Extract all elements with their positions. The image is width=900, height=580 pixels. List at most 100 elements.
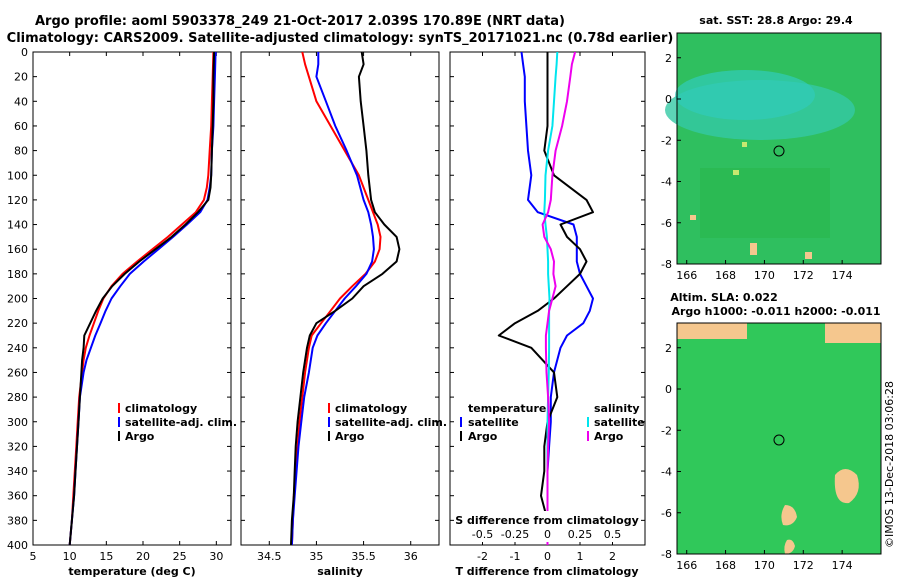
x-tick-label: 35.5 — [351, 550, 376, 563]
s-diff-tick-label: 0.5 — [604, 528, 622, 541]
depth-tick-label: 400 — [7, 539, 28, 552]
map-x-tick-label: 168 — [715, 559, 736, 572]
map-x-tick-label: 166 — [676, 269, 697, 282]
x-tick-label: 30 — [209, 550, 223, 563]
sst-land-cell — [805, 252, 812, 259]
depth-tick-label: 140 — [7, 219, 28, 232]
sla-map-title-1: Altim. SLA: 0.022 — [670, 291, 777, 304]
salinity-panel: 34.5 35 35.5 36 climatology satellite-adj. … — [240, 51, 447, 578]
difference-panel: -2 -1 0 1 2 temperature satellite Argo salin… — [449, 51, 646, 578]
depth-tick-label: 360 — [7, 490, 28, 503]
sla-map-title-2: Argo h1000: -0.011 h2000: -0.011 — [671, 305, 880, 318]
depth-tick-label: 180 — [7, 268, 28, 281]
depth-tick-label: 200 — [7, 293, 28, 306]
difference-legend-temperature: temperature satellite Argo — [460, 402, 546, 443]
x-tick-label: 5 — [30, 550, 37, 563]
difference-legend-t-satellite: satellite — [468, 416, 519, 429]
s-diff-tick-label: 0.25 — [568, 528, 593, 541]
map-x-tick-label: 170 — [754, 269, 775, 282]
map-x-tick-label: 166 — [676, 559, 697, 572]
title-line-2: Climatology: CARS2009. Satellite-adjuste… — [7, 31, 674, 46]
difference-s-tick-labels: -0.5 -0.25 0 0.25 0.5 — [472, 528, 621, 541]
depth-tick-label: 380 — [7, 514, 28, 527]
depth-tick-label: 340 — [7, 465, 28, 478]
map-y-tick-label: -4 — [661, 466, 672, 479]
map-y-tick-label: 2 — [665, 342, 672, 355]
series-line-argo — [290, 52, 401, 545]
difference-lines — [497, 52, 594, 545]
depth-axis-labels: 0 20 40 60 80 100 120 140 160 180 200 220 240 260 280 3… — [7, 46, 28, 552]
series-line-s-satellite — [543, 52, 559, 545]
x-tick-label: 35 — [309, 550, 323, 563]
sst-map-ticks: 166 168 170 172 174 2 0 -2 -4 -6 -8 — [661, 52, 853, 282]
depth-tick-label: 240 — [7, 342, 28, 355]
temperature-legend: climatology satellite-adj. clim. Argo — [118, 402, 237, 443]
x-tick-label: -1 — [510, 550, 521, 563]
series-line-argo — [68, 52, 216, 545]
x-tick-label: 15 — [99, 550, 113, 563]
temperature-x-label: temperature (deg C) — [68, 565, 195, 578]
depth-tick-label: 160 — [7, 243, 28, 256]
map-y-tick-label: -4 — [661, 176, 672, 189]
temperature-legend-climatology: climatology — [125, 402, 197, 415]
map-y-tick-label: -8 — [661, 548, 672, 561]
x-tick-label: 25 — [173, 550, 187, 563]
sst-map-frame — [676, 32, 882, 265]
depth-tick-label: 60 — [14, 120, 28, 133]
depth-tick-label: 120 — [7, 194, 28, 207]
sla-argo-position-marker — [773, 434, 785, 446]
salinity-legend-argo: Argo — [335, 430, 365, 443]
salinity-legend-climatology: climatology — [335, 402, 407, 415]
s-diff-tick-label: -0.25 — [501, 528, 529, 541]
sst-land-cell — [733, 170, 739, 175]
map-x-tick-label: 174 — [832, 559, 853, 572]
x-tick-label: 20 — [136, 550, 150, 563]
x-tick-label: 36 — [404, 550, 418, 563]
depth-tick-label: 100 — [7, 169, 28, 182]
depth-tick-label: 0 — [21, 46, 28, 59]
map-x-tick-label: 172 — [793, 559, 814, 572]
sst-map: sat. SST: 28.8 Argo: 29.4 166 168 170 172 17… — [661, 14, 882, 282]
depth-tick-label: 220 — [7, 317, 28, 330]
x-tick-label: -2 — [477, 550, 488, 563]
sla-land-patch-south — [781, 505, 797, 526]
difference-s-axis-background — [458, 511, 638, 542]
depth-tick-label: 300 — [7, 416, 28, 429]
map-x-tick-label: 172 — [793, 269, 814, 282]
map-y-tick-label: 0 — [665, 93, 672, 106]
sla-map-ticks: 166 168 170 172 174 2 0 -2 -4 -6 -8 — [661, 342, 853, 572]
depth-tick-label: 80 — [14, 145, 28, 158]
salinity-x-label: salinity — [317, 565, 363, 578]
difference-legend-salinity: salinity satellite Argo — [587, 402, 645, 443]
sst-land-cells — [690, 142, 812, 259]
map-y-tick-label: -6 — [661, 507, 672, 520]
temperature-panel: 5 10 15 20 25 30 climatology satellite-adj. c… — [30, 51, 237, 578]
temperature-plot-frame — [32, 51, 232, 546]
depth-tick-label: 280 — [7, 391, 28, 404]
series-line-climatology — [290, 52, 382, 545]
sst-argo-position-marker — [773, 145, 785, 157]
salinity-ticks: 34.5 35 35.5 36 — [241, 51, 439, 563]
difference-legend-s-satellite: satellite — [594, 416, 645, 429]
map-x-tick-label: 170 — [754, 559, 775, 572]
s-diff-tick-label: -0.5 — [472, 528, 493, 541]
sla-land-strip-right — [825, 323, 881, 343]
difference-legend-s-argo: Argo — [594, 430, 624, 443]
difference-s-axis-label: S difference from climatology — [455, 514, 639, 527]
title-line-1: Argo profile: aoml 5903378_249 21-Oct-20… — [35, 14, 565, 29]
salinity-lines — [290, 52, 401, 545]
difference-legend-temperature-title: temperature — [468, 402, 546, 415]
sst-land-cell — [750, 243, 757, 255]
sst-land-cell — [690, 215, 696, 220]
x-tick-label: 34.5 — [257, 550, 282, 563]
sst-land-cell — [742, 142, 747, 147]
temperature-legend-satellite: satellite-adj. clim. — [125, 416, 237, 429]
map-y-tick-label: -6 — [661, 217, 672, 230]
map-y-tick-label: -2 — [661, 134, 672, 147]
sst-cool-patch — [700, 168, 830, 238]
temperature-lines — [68, 52, 217, 545]
sla-map-frame — [676, 322, 882, 555]
sla-land-strip-left — [677, 323, 747, 339]
sla-map: Altim. SLA: 0.022 Argo h1000: -0.011 h20… — [661, 291, 882, 572]
